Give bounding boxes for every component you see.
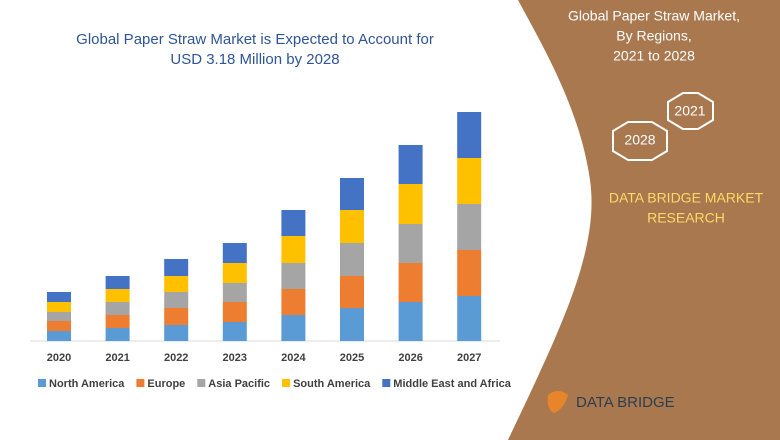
legend-label: South America	[293, 378, 371, 390]
bar-segment	[164, 292, 189, 308]
bar-segment	[340, 243, 364, 276]
legend-swatch	[282, 379, 291, 387]
bar-segment	[281, 315, 306, 341]
legend-swatch	[382, 379, 391, 387]
bar-segment	[164, 259, 189, 276]
hexagon-label: 2021	[674, 103, 705, 119]
bar-segment	[105, 276, 130, 289]
bar-segment	[164, 325, 189, 341]
x-tick-label: 2022	[164, 352, 188, 364]
legend-label: Middle East and Africa	[393, 378, 511, 390]
x-tick-label: 2020	[47, 352, 71, 364]
bar-segment	[281, 289, 306, 315]
bar-segment	[164, 276, 189, 292]
bar-segment	[340, 276, 364, 308]
bar-segment	[457, 204, 482, 250]
logo-text: DATA BRIDGE	[576, 394, 675, 411]
panel-heading: 2021 to 2028	[613, 48, 695, 64]
bar-segment	[398, 224, 423, 263]
legend-label: North America	[49, 378, 125, 390]
hexagon	[612, 121, 668, 161]
hexagon-label: 2028	[624, 132, 655, 148]
bar-segment	[222, 243, 247, 263]
bar-segment	[47, 292, 71, 302]
bar-segment	[222, 263, 247, 283]
bar-segment	[281, 210, 306, 236]
bar-segment	[222, 283, 247, 302]
bar-segment	[47, 321, 71, 331]
legend-swatch	[136, 379, 145, 387]
bar-segment	[340, 178, 364, 210]
bar-segment	[398, 184, 423, 224]
bar-segment	[105, 328, 130, 341]
bar-segment	[105, 289, 130, 302]
logo-icon	[547, 391, 568, 413]
bar-segment	[457, 112, 482, 158]
bar-segment	[457, 296, 482, 341]
bar-segment	[47, 302, 71, 312]
bar-segment	[398, 145, 423, 184]
bar-segment	[281, 263, 306, 289]
legend-swatch	[197, 379, 206, 387]
bar-segment	[281, 236, 306, 263]
legend-swatch	[38, 379, 46, 387]
company-name: RESEARCH	[647, 210, 725, 226]
bar-segment	[164, 308, 189, 325]
bar-segment	[47, 312, 71, 321]
company-name: DATA BRIDGE MARKET	[609, 190, 764, 206]
x-tick-label: 2025	[340, 352, 364, 364]
bar-segment	[105, 302, 130, 315]
bar-segment	[398, 263, 423, 302]
chart-title: Global Paper Straw Market is Expected to…	[76, 31, 434, 48]
x-tick-label: 2026	[398, 352, 422, 364]
panel-heading: By Regions,	[616, 28, 691, 44]
bar-segment	[105, 315, 130, 328]
hexagon	[667, 92, 714, 130]
bar-segment	[457, 158, 482, 204]
bar-segment	[340, 210, 364, 243]
panel-heading: Global Paper Straw Market,	[568, 8, 740, 24]
legend-label: Europe	[147, 378, 185, 390]
bar-segment	[340, 308, 364, 341]
legend-label: Asia Pacific	[208, 378, 270, 390]
x-tick-label: 2027	[457, 352, 481, 364]
bar-segment	[222, 322, 247, 341]
chart-title: USD 3.18 Million by 2028	[170, 51, 339, 68]
x-tick-label: 2024	[281, 352, 306, 364]
bar-segment	[222, 302, 247, 322]
x-tick-label: 2023	[223, 352, 247, 364]
bar-segment	[457, 250, 482, 296]
bar-segment	[47, 331, 71, 341]
x-tick-label: 2021	[105, 352, 129, 364]
bar-segment	[398, 302, 423, 341]
